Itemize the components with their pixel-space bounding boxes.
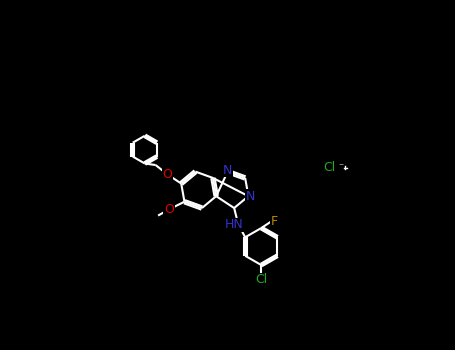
Text: F: F — [271, 215, 278, 229]
Text: O: O — [162, 168, 172, 181]
Text: O: O — [164, 203, 174, 216]
Text: N: N — [246, 190, 255, 203]
Text: Cl: Cl — [324, 161, 336, 174]
Text: HN: HN — [225, 218, 243, 231]
Text: Cl: Cl — [255, 273, 268, 286]
Text: N: N — [223, 163, 233, 177]
Text: ⁻: ⁻ — [338, 162, 344, 173]
